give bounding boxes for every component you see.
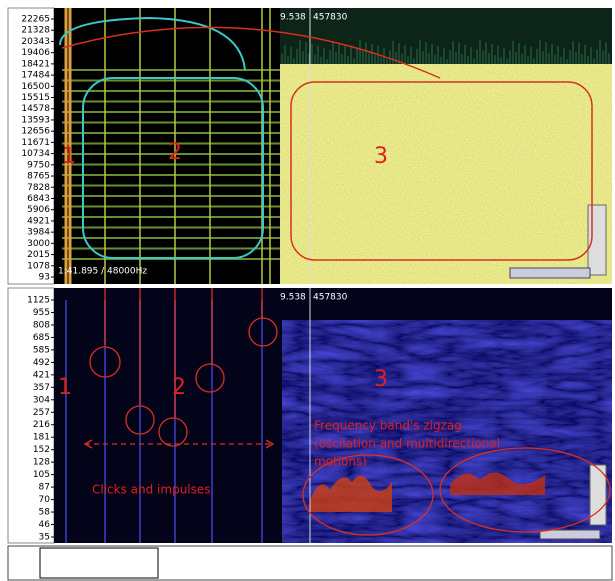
clicks-note: Clicks and impulses	[92, 483, 211, 497]
freq-label: 12656	[21, 127, 50, 137]
zigzag-note: (oscilation and multidirectional	[314, 437, 500, 451]
freq-label: 46	[39, 520, 51, 530]
freq-label: 105	[33, 470, 50, 480]
waveform-panel	[8, 546, 612, 580]
freq-label: 58	[39, 508, 51, 518]
annotation: 1	[62, 144, 76, 169]
freq-label: 4921	[27, 216, 50, 226]
freq-label: 3000	[27, 239, 50, 249]
freq-label: 357	[33, 383, 50, 393]
position: 1:41.895 / 48000Hz	[58, 267, 147, 277]
annotation: 3	[374, 144, 388, 169]
freq-label: 70	[39, 495, 51, 505]
annotation: 2	[168, 140, 182, 165]
freq-label: 17484	[21, 71, 50, 81]
freq-label: 685	[33, 333, 50, 343]
scrollbar	[588, 205, 606, 275]
freq-label: 7828	[27, 183, 50, 193]
freq-label: 5906	[27, 205, 50, 215]
freq-label: 808	[33, 320, 50, 330]
freq-label: 257	[33, 408, 50, 418]
annotation: 1	[58, 375, 72, 400]
noise-region	[280, 62, 612, 284]
freq-label: 3984	[27, 228, 50, 238]
freq-label: 6843	[27, 194, 50, 204]
samples: 457830	[313, 13, 348, 23]
freq-label: 14578	[21, 104, 50, 114]
freq-label: 2015	[27, 250, 50, 260]
zoom-bar	[540, 530, 600, 539]
freq-label: 11671	[21, 138, 50, 148]
freq-label: 1078	[27, 261, 50, 271]
annotation: 2	[172, 375, 186, 400]
freq-label: 20343	[21, 37, 50, 47]
freq-label: 19406	[21, 48, 50, 58]
freq-label: 15515	[21, 93, 50, 103]
freq-label: 216	[33, 420, 50, 430]
screenshot: 9.538 457830 1:41.895 / 48000Hz 1 2 3 9.…	[0, 0, 615, 581]
freq-label: 21328	[21, 26, 50, 36]
freq-label: 8765	[27, 172, 50, 182]
freq-label: 492	[33, 358, 50, 368]
freq-label: 10734	[21, 149, 50, 159]
freq-label: 421	[33, 370, 50, 380]
freq-label: 16500	[21, 82, 50, 92]
freq-label: 128	[33, 458, 50, 468]
freq-label: 1125	[27, 296, 50, 306]
freq-label: 955	[33, 308, 50, 318]
zigzag-note: Frequency band's zigzag	[314, 419, 462, 433]
samples: 457830	[313, 293, 348, 303]
annotation: 3	[374, 367, 388, 392]
freq-label: 13593	[21, 115, 50, 125]
freq-label: 87	[39, 483, 50, 493]
freq-label: 181	[33, 433, 50, 443]
freq-label: 304	[33, 395, 50, 405]
zoom-bar	[510, 268, 590, 278]
freq-label: 152	[33, 445, 50, 455]
freq-label: 18421	[21, 59, 50, 69]
zigzag-note: motions)	[314, 455, 367, 469]
freq-label: 22265	[21, 15, 50, 25]
time: 9.538	[280, 293, 306, 303]
freq-label: 585	[33, 345, 50, 355]
freq-label: 9750	[27, 160, 50, 170]
time: 9.538	[280, 13, 306, 23]
freq-label: 93	[39, 273, 50, 283]
freq-label: 35	[39, 533, 50, 543]
